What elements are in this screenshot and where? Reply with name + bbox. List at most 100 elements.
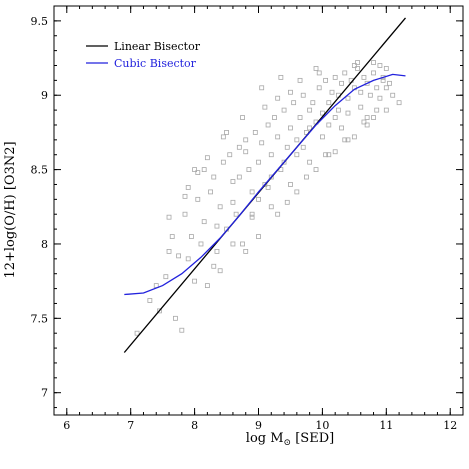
scatter-point <box>383 66 389 71</box>
scatter-point <box>256 159 261 165</box>
scatter-point <box>236 144 242 150</box>
scatter-point <box>342 137 348 143</box>
scatter-point <box>371 70 376 76</box>
scatter-point <box>383 85 389 91</box>
scatter-point <box>195 196 201 202</box>
scatter-point <box>390 92 396 98</box>
scatter-point <box>192 278 197 284</box>
legend-label-cubic: Cubic Bisector <box>114 57 197 70</box>
scatter-point <box>339 80 344 86</box>
scatter-point <box>268 204 274 210</box>
scatter-point <box>281 107 287 113</box>
scatter-point <box>300 144 306 150</box>
scatter-point <box>249 189 255 195</box>
axis-ticks <box>53 5 464 415</box>
scatter-point <box>291 100 297 106</box>
y-tick-label: 8 <box>41 238 48 251</box>
scatter-point <box>201 219 207 225</box>
cubic-bisector-curve <box>124 73 406 296</box>
scatter-point <box>361 74 367 80</box>
scatter-point <box>323 152 329 158</box>
x-tick-label: 7 <box>127 419 134 432</box>
scatter-point <box>201 167 207 173</box>
scatter-point <box>157 308 162 314</box>
scatter-point <box>211 174 217 180</box>
scatter-point <box>329 89 335 95</box>
scatter-point <box>294 137 300 143</box>
scatter-point <box>351 134 357 140</box>
scatter-point <box>147 298 153 303</box>
scatter-point <box>294 189 300 195</box>
y-tick-label: 9.5 <box>31 15 49 28</box>
scatter-point <box>380 77 386 83</box>
scatter-point <box>371 60 376 65</box>
scatter-point <box>220 134 226 140</box>
scatter-point <box>278 74 284 80</box>
scatter-point <box>256 196 261 202</box>
x-tick-label: 6 <box>63 419 70 432</box>
scatter-point <box>374 85 380 91</box>
y-tick-label: 9 <box>41 89 48 102</box>
scatter-point <box>204 155 210 161</box>
scatter-point <box>313 66 319 71</box>
scatter-point <box>195 170 201 175</box>
scatter-point <box>345 95 351 101</box>
scatter-point <box>240 241 245 247</box>
scatter-point <box>214 248 220 254</box>
y-axis-label: 12+log(O/H) [O3N2] <box>3 141 18 278</box>
scatter-point <box>364 115 370 120</box>
scatter-point <box>310 100 316 106</box>
scatter-point <box>230 179 236 184</box>
x-tick-labels: 6 7 8 9 10 11 12 <box>63 419 457 432</box>
y-tick-label: 8.5 <box>31 164 49 177</box>
scatter-point <box>326 100 332 106</box>
scatter-point <box>297 77 303 83</box>
scatter-point <box>188 234 194 239</box>
y-tick-labels: 7 7.5 8 8.5 9 9.5 <box>31 15 49 400</box>
scatter-point <box>275 95 281 101</box>
scatter-point <box>243 137 249 143</box>
scatter-point <box>316 85 322 91</box>
scatter-point <box>281 159 287 165</box>
scatter-point <box>371 115 376 120</box>
scatter-point <box>192 167 197 173</box>
scatter-point <box>268 174 274 180</box>
scatter-point <box>265 185 271 190</box>
scatter-point <box>230 199 236 205</box>
scatter-point <box>211 263 217 269</box>
scatter-point <box>332 115 338 120</box>
scatter-point <box>173 315 178 321</box>
x-tick-label: 10 <box>315 419 329 432</box>
x-tick-label: 11 <box>379 419 393 432</box>
legend-label-linear: Linear Bisector <box>114 40 201 53</box>
scatter-point <box>217 204 223 210</box>
scatter-point <box>326 152 332 158</box>
scatter-point <box>355 60 360 65</box>
scatter-point <box>230 241 236 247</box>
scatter-point <box>163 274 169 280</box>
scatter-point <box>383 107 389 113</box>
scatter-point <box>307 159 313 165</box>
scatter-point <box>377 63 383 68</box>
scatter-point <box>297 115 303 120</box>
scatter-point <box>326 122 332 128</box>
scatter-point <box>374 107 380 113</box>
scatter-point <box>249 211 255 217</box>
scatter-point <box>364 80 370 86</box>
scatter-point <box>307 107 313 113</box>
scatter-point <box>220 159 226 165</box>
scatter-point <box>214 223 220 229</box>
scatter-point <box>179 327 185 333</box>
scatter-point <box>288 182 293 187</box>
scatter-point <box>358 104 364 110</box>
y-tick-label: 7 <box>41 387 48 400</box>
scatter-point <box>316 70 322 76</box>
scatter-point <box>272 115 277 120</box>
scatter-point <box>265 122 271 128</box>
scatter-point <box>335 107 341 113</box>
scatter-point <box>278 167 284 173</box>
scatter-point <box>342 70 348 76</box>
scatter-point <box>294 152 300 158</box>
scatter-point <box>345 110 351 116</box>
scatter-point <box>198 241 204 247</box>
